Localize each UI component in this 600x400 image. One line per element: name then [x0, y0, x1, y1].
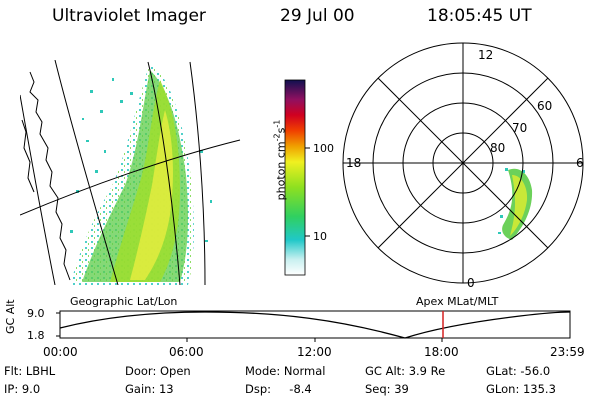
orbit-y-top: 9.0 — [27, 307, 45, 320]
polar-plot — [342, 42, 584, 284]
polar-mlt-18: 18 — [346, 156, 362, 170]
orbit-ylabel: GC Alt — [4, 299, 17, 334]
polar-lat-60: 60 — [537, 99, 553, 113]
left-panel-caption: Geographic Lat/Lon — [70, 295, 178, 308]
time-label: 18:05:45 UT — [427, 6, 532, 26]
coastline — [29, 71, 71, 281]
glon-status: GLon: 135.3 — [486, 382, 556, 396]
colorbar-tick-10: 10 — [313, 230, 327, 243]
filter-status: Flt: LBHL — [4, 364, 56, 378]
polar-lat-70: 70 — [512, 121, 528, 135]
colorbar — [284, 79, 306, 276]
polar-mlt-0: 0 — [467, 276, 475, 290]
gain-status: Gain: 13 — [125, 382, 174, 396]
polar-mlt-6: 6 — [576, 156, 584, 170]
x-tick-2359: 23:59 — [550, 345, 585, 359]
seq-status: Seq: 39 — [365, 382, 409, 396]
right-panel-caption: Apex MLat/MLT — [416, 295, 499, 308]
gcalt-status: GC Alt: 3.9 Re — [365, 364, 446, 378]
colorbar-unit-label: photon cm-2s-1 — [272, 119, 288, 201]
colorbar-tick-100: 100 — [313, 142, 334, 155]
date-label: 29 Jul 00 — [280, 6, 355, 26]
x-tick-1800: 18:00 — [424, 345, 459, 359]
polar-mlt-12: 12 — [478, 48, 494, 62]
polar-lat-80: 80 — [490, 141, 506, 155]
glat-status: GLat: -56.0 — [486, 364, 551, 378]
x-tick-0600: 06:00 — [169, 345, 204, 359]
orbit-y-bottom: 1.8 — [27, 329, 45, 342]
geographic-image — [20, 60, 241, 285]
x-tick-0000: 00:00 — [43, 345, 78, 359]
altitude-curve — [59, 311, 571, 339]
mode-status: Mode: Normal — [245, 364, 326, 378]
x-tick-1200: 12:00 — [297, 345, 332, 359]
instrument-title: Ultraviolet Imager — [52, 6, 206, 26]
door-status: Door: Open — [125, 364, 191, 378]
ip-status: IP: 9.0 — [4, 382, 41, 396]
dsp-status: Dsp: -8.4 — [245, 382, 312, 396]
